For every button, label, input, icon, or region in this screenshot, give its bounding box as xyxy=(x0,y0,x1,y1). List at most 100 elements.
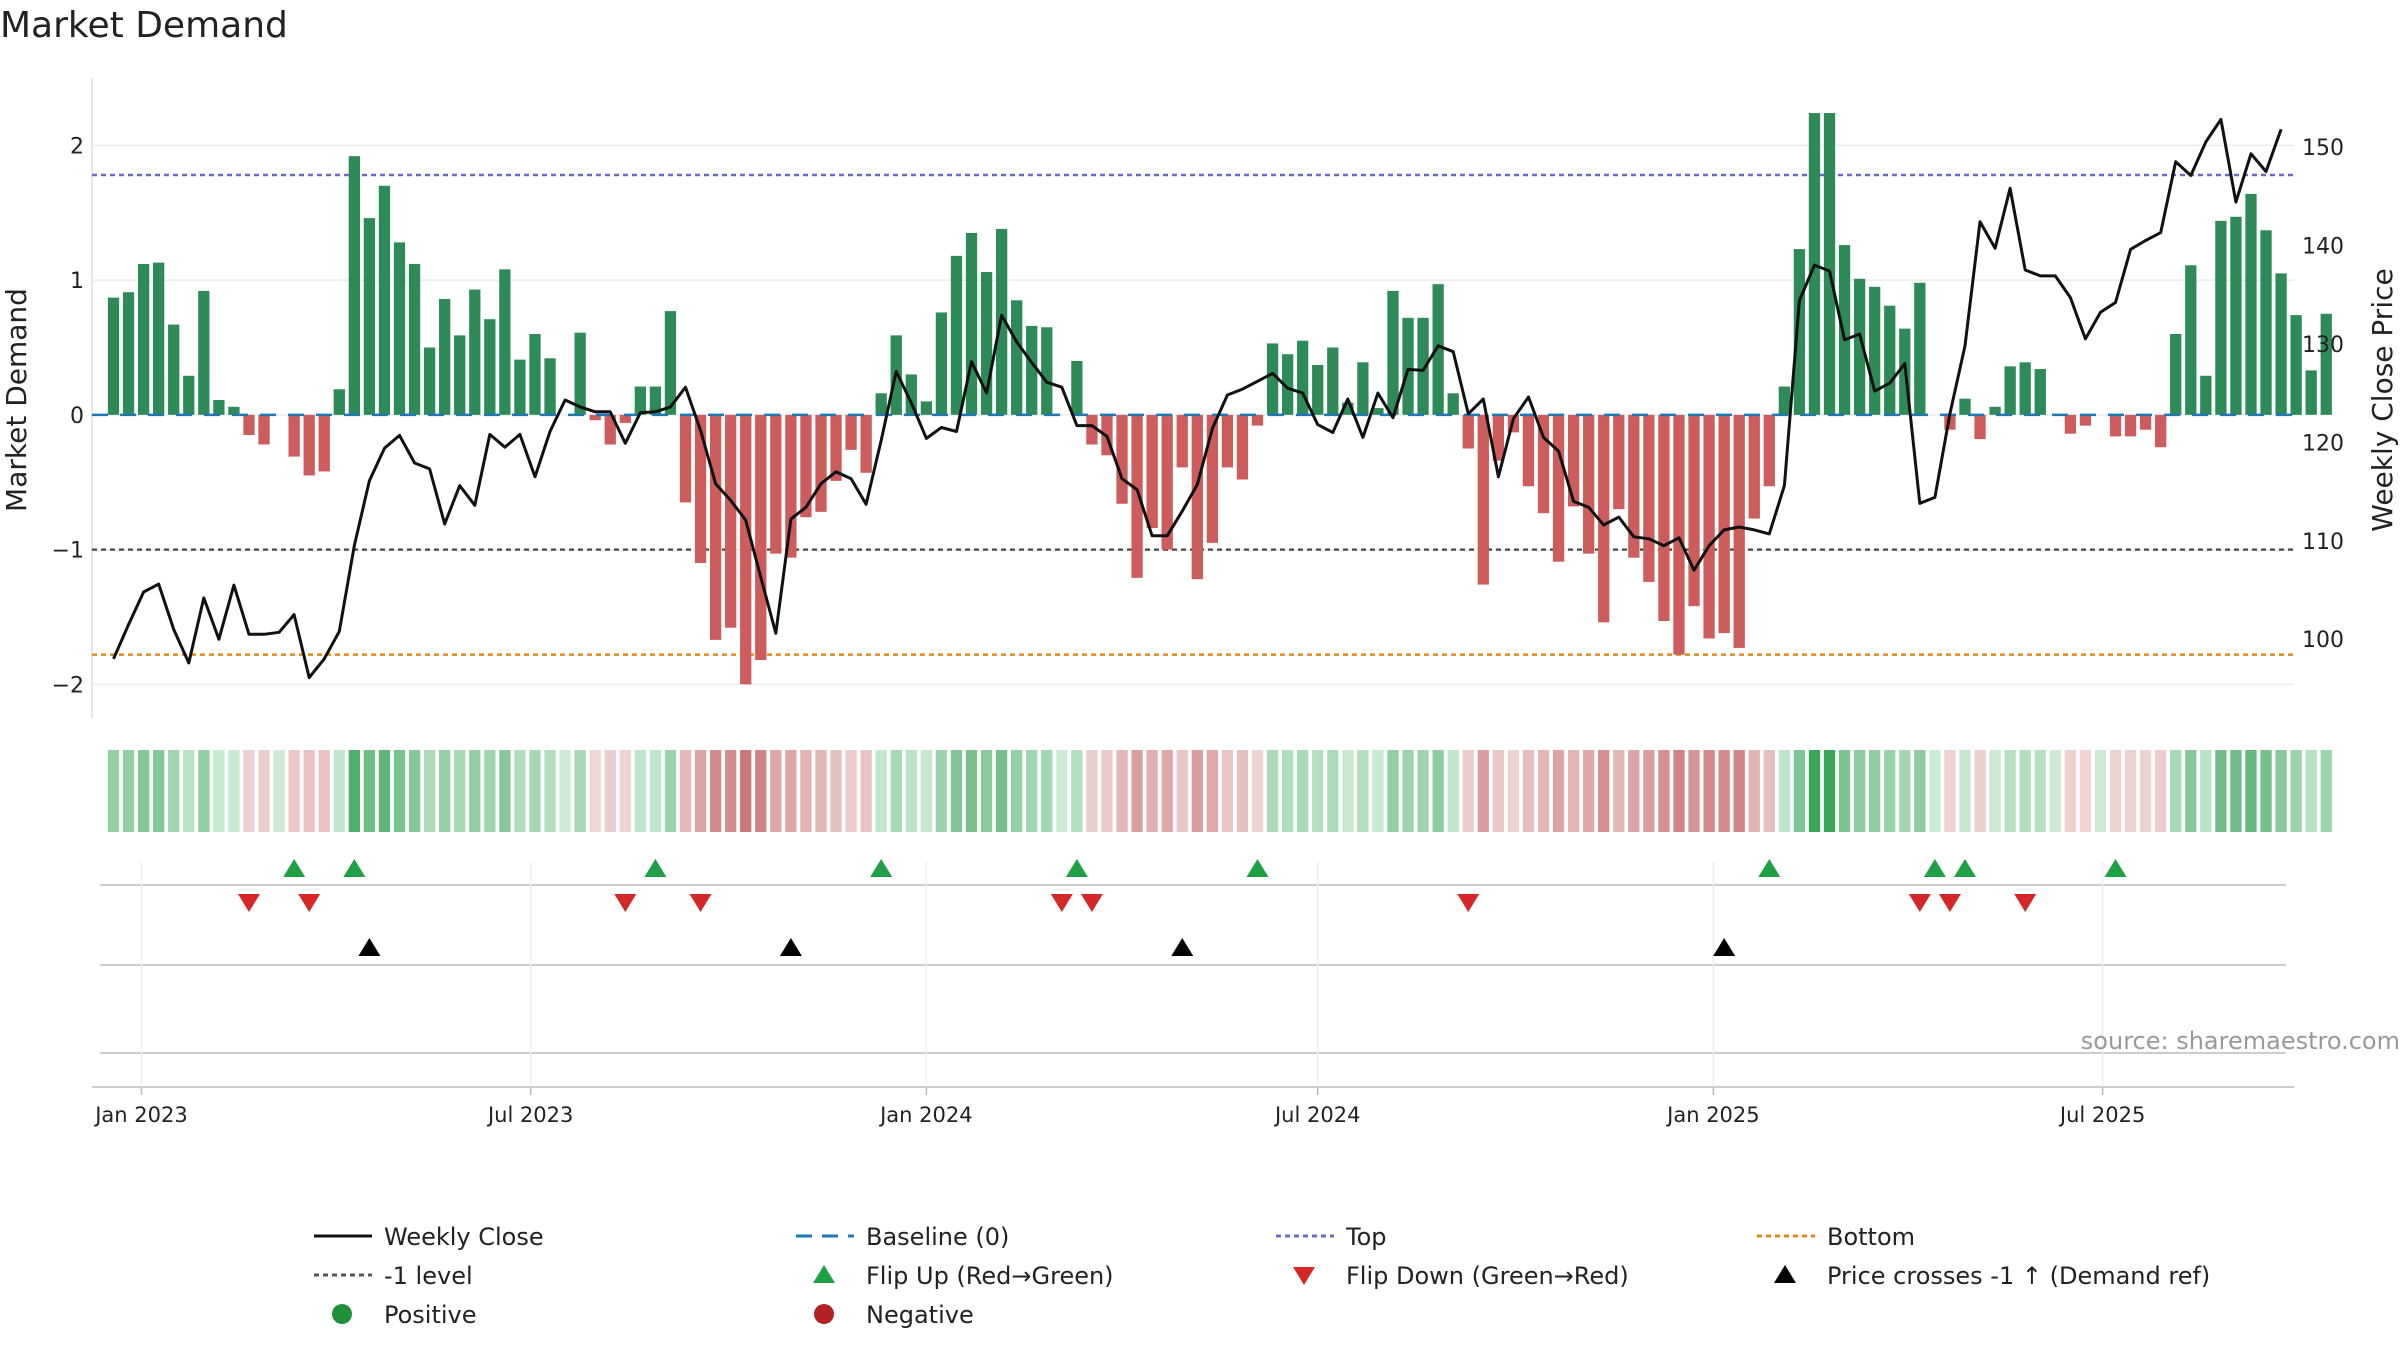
demand-bar-negative xyxy=(1522,414,1535,487)
heat-cell xyxy=(1628,750,1640,832)
heat-cell xyxy=(2019,750,2031,832)
demand-bar-negative xyxy=(740,414,752,685)
heat-cell xyxy=(694,750,707,832)
price-cross-marker xyxy=(779,938,802,956)
heat-cell xyxy=(333,750,345,832)
heat-cell xyxy=(2185,750,2197,832)
demand-bar-positive xyxy=(664,311,677,415)
heat-cell xyxy=(1071,750,1083,832)
heat-cell xyxy=(2034,750,2046,832)
demand-bar-negative xyxy=(1658,414,1670,621)
demand-bar-negative xyxy=(318,414,330,472)
heat-cell xyxy=(1869,750,1881,832)
demand-bar-negative xyxy=(1628,414,1640,558)
demand-bar-negative xyxy=(1718,414,1730,634)
source-label: source: sharemaestro.com xyxy=(2081,1027,2400,1055)
heat-cell xyxy=(2215,750,2227,832)
demand-bar-positive xyxy=(2290,315,2302,415)
demand-bar-positive xyxy=(1026,325,1038,415)
heat-cell xyxy=(679,750,692,832)
heat-cell xyxy=(1613,750,1625,832)
demand-bar-negative xyxy=(1583,414,1595,554)
heat-cell xyxy=(1884,750,1896,832)
flip-up-marker xyxy=(1246,859,1269,877)
demand-bar-positive xyxy=(2200,375,2212,415)
heat-cell xyxy=(2290,750,2302,832)
heat-cell xyxy=(1312,750,1324,832)
demand-bar-negative xyxy=(1477,414,1489,585)
legend-circle-icon xyxy=(814,1304,834,1324)
legend-triangle-down-icon xyxy=(1293,1267,1315,1285)
price-cross-marker xyxy=(1171,938,1194,956)
heat-cell xyxy=(1281,750,1294,832)
heat-cell xyxy=(1718,750,1730,832)
legend-item: Positive xyxy=(332,1301,477,1329)
heat-cell xyxy=(484,750,496,832)
demand-bar-negative xyxy=(1161,414,1173,550)
demand-bar-negative xyxy=(1763,414,1775,487)
demand-bar-negative xyxy=(860,414,872,473)
demand-bar-negative xyxy=(830,414,842,481)
demand-bar-positive xyxy=(1402,317,1414,415)
heat-cell xyxy=(153,750,165,832)
y-tick-label: 1 xyxy=(70,269,84,294)
heat-cell xyxy=(965,750,978,832)
demand-bar-positive xyxy=(2019,362,2031,415)
demand-bar-positive xyxy=(634,386,646,415)
x-tick-label: Jul 2025 xyxy=(2058,1103,2145,1127)
heat-cell xyxy=(1417,750,1429,832)
y2-tick-label: 130 xyxy=(2302,333,2344,358)
heat-cell xyxy=(228,750,240,832)
legend-label: Negative xyxy=(866,1301,974,1329)
heat-cell xyxy=(454,750,466,832)
demand-bar-positive xyxy=(1778,386,1791,415)
demand-bar-positive xyxy=(875,393,887,415)
demand-bar-positive xyxy=(137,263,150,415)
heat-cell xyxy=(875,750,887,832)
heat-cell xyxy=(1447,750,1459,832)
heat-cell xyxy=(574,750,586,832)
heat-cell xyxy=(740,750,752,832)
legend-label: Flip Down (Green→Red) xyxy=(1346,1262,1629,1290)
demand-bar-negative xyxy=(694,414,707,564)
heat-cell xyxy=(1146,750,1158,832)
y2-tick-label: 110 xyxy=(2302,530,2344,555)
demand-bar-positive xyxy=(2215,220,2227,415)
flip-up-marker xyxy=(343,859,366,877)
heat-cell xyxy=(1221,750,1234,832)
flip-down-marker xyxy=(1908,894,1931,912)
heat-cell xyxy=(785,750,797,832)
heat-cell xyxy=(1402,750,1414,832)
demand-bar-positive xyxy=(1266,343,1279,415)
legend-item: Flip Up (Red→Green) xyxy=(813,1262,1114,1290)
heat-cell xyxy=(1959,750,1971,832)
heat-cell xyxy=(2305,750,2317,832)
heat-cell xyxy=(1567,750,1580,832)
demand-bar-negative xyxy=(1748,414,1760,519)
x-tick-label: Jan 2023 xyxy=(93,1103,188,1127)
heat-cell xyxy=(408,750,421,832)
demand-bar-negative xyxy=(800,414,812,518)
main-panel: −2 −1 0 1 2 100 110 120 130 140 150 Market Demand… xyxy=(0,78,2399,718)
heat-cell xyxy=(1387,750,1399,832)
demand-bar-negative xyxy=(1131,414,1143,578)
heat-cell xyxy=(860,750,872,832)
x-tick-label: Jul 2024 xyxy=(1273,1103,1360,1127)
legend-item: Negative xyxy=(814,1301,974,1329)
demand-bar-positive xyxy=(122,292,135,415)
flip-down-marker xyxy=(298,894,321,912)
demand-bar-positive xyxy=(980,272,993,415)
demand-bar-negative xyxy=(1688,414,1700,607)
heat-cell xyxy=(1929,750,1941,832)
demand-bar-positive xyxy=(1959,398,1971,415)
y2-tick-label: 100 xyxy=(2302,628,2344,653)
heat-cell xyxy=(378,750,391,832)
demand-bar-positive xyxy=(2245,193,2257,415)
heat-cell xyxy=(1492,750,1505,832)
heat-cell xyxy=(950,750,963,832)
demand-bar-positive xyxy=(183,375,195,415)
demand-bar-negative xyxy=(1537,414,1550,514)
heat-cell xyxy=(363,750,376,832)
heat-cell xyxy=(183,750,195,832)
legend-item: Flip Down (Green→Red) xyxy=(1293,1262,1629,1290)
